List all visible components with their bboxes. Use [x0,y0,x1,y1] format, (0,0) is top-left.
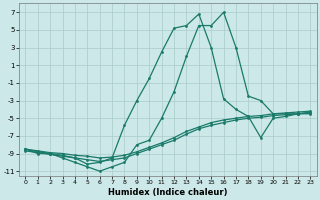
X-axis label: Humidex (Indice chaleur): Humidex (Indice chaleur) [108,188,228,197]
